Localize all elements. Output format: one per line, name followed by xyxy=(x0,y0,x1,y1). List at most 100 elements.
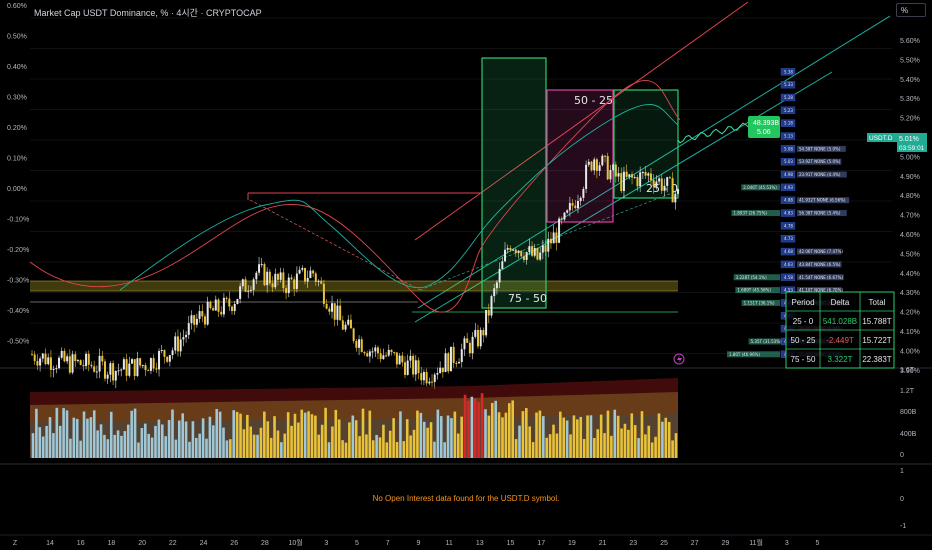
candle-body xyxy=(512,249,515,251)
volume-bar xyxy=(494,400,497,458)
volume-bar xyxy=(215,409,219,458)
profile-left-label: 5.35T (31.53%) xyxy=(751,339,782,344)
profile-level: 5.18 xyxy=(784,121,793,126)
candle-body xyxy=(447,353,450,372)
volume-bar xyxy=(576,419,579,458)
volume-bar xyxy=(463,394,467,458)
projection-label-box xyxy=(748,116,780,138)
candle-body xyxy=(609,169,612,180)
volume-bar xyxy=(320,424,324,458)
ascending-trendline xyxy=(419,189,681,291)
candle-body xyxy=(182,337,185,340)
volume-bar xyxy=(385,442,389,458)
table-total: 22.383T xyxy=(862,355,891,364)
candle-body xyxy=(328,308,331,312)
profile-level: 4.88 xyxy=(784,198,793,203)
candle-body xyxy=(155,368,158,370)
candle-body xyxy=(190,315,193,324)
profile-level: 5.23 xyxy=(784,108,793,113)
candle-body xyxy=(98,355,101,372)
volume-bar xyxy=(538,410,542,458)
time-axis-tick: 5 xyxy=(816,540,820,547)
oi-axis-tick: -1 xyxy=(900,523,906,530)
volume-bar xyxy=(589,415,593,458)
candle-body xyxy=(85,353,88,367)
volume-bar xyxy=(426,427,429,458)
profile-level: 4.58 xyxy=(784,275,793,280)
candle-body xyxy=(282,272,285,289)
candle-body xyxy=(212,308,215,311)
left-axis-tick: -0.30% xyxy=(7,278,29,285)
volume-bar xyxy=(559,411,562,458)
candle-body xyxy=(209,301,212,309)
candle-body xyxy=(482,329,485,336)
volume-bar xyxy=(171,409,174,458)
volume-bar xyxy=(208,416,212,458)
candle-body xyxy=(47,357,50,365)
right-axis-tick: 4.00% xyxy=(900,348,920,355)
candle-body xyxy=(633,177,636,179)
time-axis-tick: 27 xyxy=(691,540,699,547)
volume-bar xyxy=(613,409,617,458)
volume-bar xyxy=(603,433,606,458)
profile-right-label: 41.932T NONE (6.56%) xyxy=(799,198,846,203)
candle-body xyxy=(268,271,271,284)
left-axis-tick: 0.30% xyxy=(7,95,27,102)
candle-body xyxy=(566,210,569,213)
profile-level: 5.33 xyxy=(784,82,793,87)
candle-body xyxy=(55,368,58,370)
volume-bar xyxy=(402,441,406,458)
candle-body xyxy=(128,363,131,376)
profile-right-bar xyxy=(797,158,842,165)
candle-body xyxy=(568,203,571,211)
moving-averages xyxy=(29,80,681,313)
volume-bar xyxy=(344,442,348,458)
candle-body xyxy=(520,250,523,257)
candle-body xyxy=(374,347,377,352)
candle-body xyxy=(612,164,615,170)
volume-bar xyxy=(565,420,569,458)
candle-body xyxy=(555,232,558,243)
candle-body xyxy=(398,355,401,365)
volume-bar xyxy=(293,413,297,458)
volume-bar xyxy=(191,421,195,458)
candle-body xyxy=(604,155,607,157)
candle-body xyxy=(331,303,334,312)
volume-bar xyxy=(490,402,494,458)
candle-body xyxy=(387,349,390,356)
projection-sub: 5.06 xyxy=(757,129,771,136)
candle-body xyxy=(560,218,563,220)
volume-bar xyxy=(555,433,559,458)
volume-bar xyxy=(113,434,116,458)
profile-left-label: 1.893T (26.75%) xyxy=(733,211,767,216)
channel-lines xyxy=(247,1,891,323)
profile-level: 4.73 xyxy=(784,236,793,241)
unit-toggle-button[interactable]: % xyxy=(896,3,926,17)
volume-bar xyxy=(99,424,103,458)
candle-body xyxy=(412,355,415,375)
right-axis-tick: 4.10% xyxy=(900,329,920,336)
candle-body xyxy=(393,352,396,354)
lightning-icon[interactable] xyxy=(673,353,685,365)
oi-axis-tick: 0 xyxy=(900,496,904,503)
right-axis-tick: 3.90% xyxy=(900,368,920,375)
volume-bar xyxy=(35,408,38,458)
candle-body xyxy=(274,273,277,288)
volume-bar xyxy=(361,408,365,458)
volume-axis: 1.6T 1.2T 800B 400B 0 xyxy=(900,367,917,459)
profile-level: 5.38 xyxy=(784,69,793,74)
projection: 48.393B 5.06 xyxy=(677,116,780,144)
candle-body xyxy=(501,261,504,269)
candle-body xyxy=(187,323,190,335)
volume-bar xyxy=(569,434,572,458)
profile-right-label: 23.91T NONE (4.4%) xyxy=(799,172,841,177)
candle-body xyxy=(79,360,82,366)
profile-right-label: 53.92T NONE (5.0%) xyxy=(799,159,841,164)
volume-bar xyxy=(201,418,205,458)
volume-axis-tick: 1.6T xyxy=(900,367,915,374)
candle-body xyxy=(158,350,161,370)
profile-right-bar xyxy=(797,287,842,294)
candle-body xyxy=(101,355,104,362)
